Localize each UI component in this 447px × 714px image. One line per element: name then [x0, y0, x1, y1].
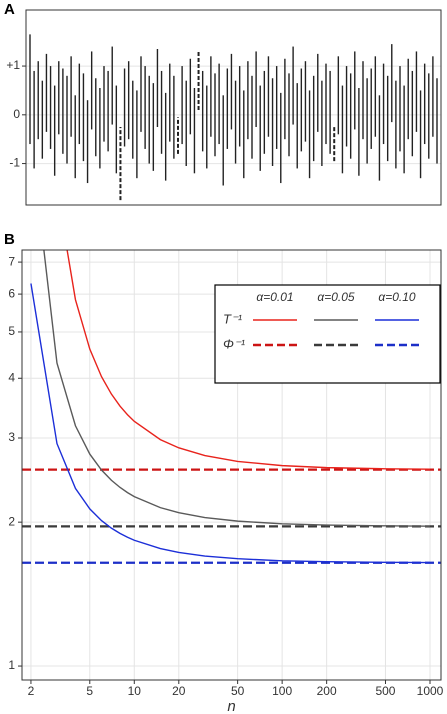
panel-label: A [4, 1, 15, 18]
panel-label: B [4, 231, 15, 248]
plot-frame [25, 9, 442, 206]
plot-area [22, 250, 441, 564]
y-tick-label: 1 [8, 658, 15, 672]
curve [43, 250, 430, 527]
x-tick-label: 2 [28, 684, 35, 698]
legend-row: T⁻¹ [223, 311, 243, 326]
y-tick-label: 4 [8, 370, 15, 384]
x-tick-label: 50 [231, 684, 245, 698]
legend-column: α=0.10 [378, 290, 416, 304]
y-tick-label: 6 [8, 286, 15, 300]
y-tick-label: 7 [8, 254, 15, 268]
y-tick-label: 3 [8, 430, 15, 444]
x-axis-label: n [227, 698, 235, 714]
y-tick-label: 0 [13, 107, 20, 121]
curve [30, 283, 430, 564]
legend-box [214, 284, 441, 384]
x-tick-label: 500 [375, 684, 395, 698]
legend-column: α=0.01 [256, 290, 293, 304]
x-tick-label: 5 [86, 684, 93, 698]
y-tick-label: -1 [9, 156, 20, 170]
x-tick-label: 200 [317, 684, 337, 698]
y-tick-label: 5 [8, 324, 15, 338]
legend-column: α=0.05 [317, 290, 355, 304]
y-tick-label: 2 [8, 514, 15, 528]
curve [66, 250, 430, 470]
legend-row: Φ⁻¹ [223, 336, 246, 351]
x-tick-label: 10 [128, 684, 142, 698]
x-tick-label: 1000 [417, 684, 444, 698]
x-tick-label: 100 [272, 684, 292, 698]
y-tick-label: +1 [6, 58, 20, 72]
x-tick-label: 20 [172, 684, 186, 698]
plot-frame [21, 249, 442, 681]
